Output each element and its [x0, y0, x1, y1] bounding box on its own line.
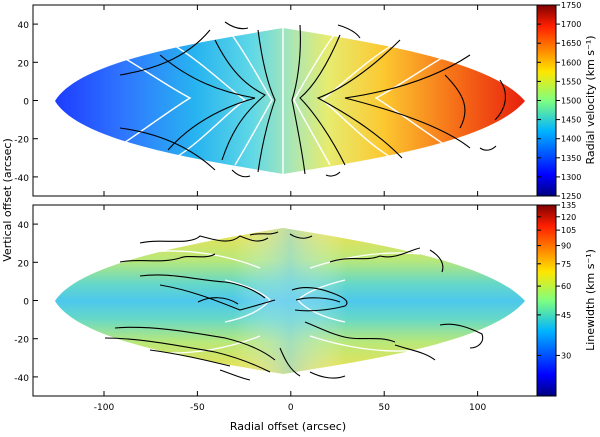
colorbar-tick-label: 105	[561, 226, 576, 235]
colorbar-tick-label: 1600	[561, 58, 581, 67]
y-tick-label: 20	[18, 59, 30, 69]
y-tick-label: 40	[18, 221, 30, 231]
velocity-field	[55, 28, 525, 174]
linewidth-colorbar: 30 45 60 75 90 105 120 135 Linewidth (km s⁻¹)	[536, 201, 597, 397]
velocity-colorbar-ticks: 1250 1300 1350 1400 1450 1500 1550 1600 1650 1700…	[537, 1, 581, 201]
colorbar-tick-label: 1400	[561, 135, 581, 144]
y-tick-label: 0	[23, 298, 29, 308]
colorbar-tick-label: 1650	[561, 39, 581, 48]
colorbar-tick-label: 1750	[561, 1, 581, 10]
y-tick-label: -20	[14, 336, 29, 346]
y-tick-label: -40	[14, 374, 29, 384]
velocity-map	[55, 21, 525, 178]
linewidth-colorbar-label: Linewidth (km s⁻¹)	[584, 249, 597, 351]
y-tick-label: -20	[14, 136, 29, 146]
y-tick-label: 0	[23, 98, 29, 108]
bottom-panel: 40 20 0 -20 -40 -100 -50 0 50 100 Radial offset …	[14, 204, 544, 433]
x-tick-label: 0	[288, 403, 294, 413]
velocity-colorbar-label: Radial velocity (km s⁻¹)	[584, 35, 597, 164]
x-tick-label: 100	[469, 403, 486, 413]
colorbar-tick-label: 60	[561, 282, 571, 291]
linewidth-colorbar-ticks: 30 45 60 75 90 105 120 135	[537, 201, 576, 360]
colorbar-tick-label: 75	[561, 260, 571, 269]
data-contours	[119, 21, 506, 178]
bottom-x-axis: -100 -50 0 50 100	[94, 205, 486, 413]
colorbar-tick-label: 1500	[561, 97, 581, 106]
colorbar-tick-label: 135	[561, 201, 576, 210]
x-tick-label: -50	[190, 403, 205, 413]
y-axis-label: Vertical offset (arcsec)	[1, 138, 14, 262]
x-tick-label: -100	[94, 403, 115, 413]
y-tick-label: 20	[18, 259, 30, 269]
colorbar-tick-label: 1300	[561, 173, 581, 182]
top-panel: 40 20 0 -20 -40	[14, 4, 544, 197]
y-tick-label: 40	[18, 21, 30, 31]
y-tick-label: -40	[14, 174, 29, 184]
x-tick-label: 50	[378, 403, 390, 413]
data-contours-linewidth	[104, 231, 484, 381]
linewidth-colorbar-bar	[536, 204, 557, 397]
colorbar-tick-label: 120	[561, 213, 576, 222]
colorbar-tick-label: 45	[561, 311, 571, 320]
colorbar-tick-label: 1250	[561, 192, 581, 201]
linewidth-map	[55, 228, 525, 381]
x-axis-label: Radial offset (arcsec)	[230, 420, 346, 433]
model-contours-linewidth	[149, 250, 421, 354]
colorbar-tick-label: 90	[561, 242, 571, 251]
colorbar-tick-label: 1450	[561, 116, 581, 125]
colorbar-tick-label: 1550	[561, 77, 581, 86]
velocity-colorbar: 1250 1300 1350 1400 1450 1500 1550 1600 1650 1700…	[536, 1, 597, 201]
colorbar-tick-label: 30	[561, 351, 571, 360]
linewidth-core-shading	[55, 228, 525, 374]
top-x-ticks	[103, 5, 479, 196]
colorbar-tick-label: 1350	[561, 154, 581, 163]
colorbar-tick-label: 1700	[561, 20, 581, 29]
